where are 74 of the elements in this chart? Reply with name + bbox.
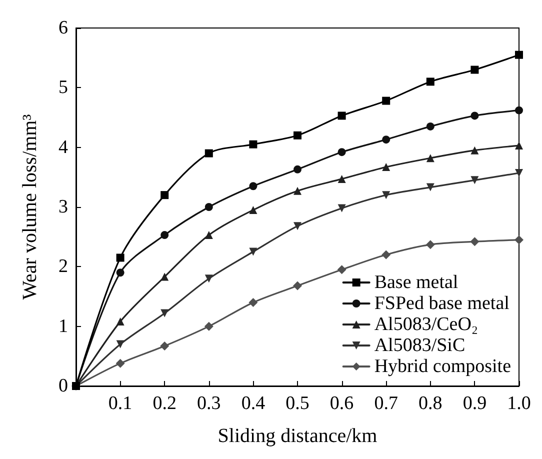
- point: [515, 142, 523, 150]
- point: [160, 272, 169, 281]
- point: [160, 309, 169, 318]
- y-tick-label: 0: [58, 376, 68, 396]
- point: [470, 176, 479, 184]
- point: [204, 322, 214, 331]
- point: [515, 106, 523, 114]
- point: [116, 340, 124, 348]
- point: [116, 358, 125, 368]
- legend-label: Al5083/CeO₂: [374, 314, 478, 335]
- x-axis-title: Sliding distance/km: [218, 425, 378, 447]
- x-tick-label: 0.1: [108, 393, 132, 414]
- y-tick-label: 6: [58, 18, 68, 38]
- point: [294, 131, 302, 140]
- point: [337, 265, 346, 274]
- x-tick-label: 1.0: [507, 393, 531, 414]
- y-tick-label: 4: [58, 136, 68, 158]
- legend-label: Base metal: [374, 272, 458, 293]
- point: [204, 149, 213, 158]
- point: [470, 237, 480, 246]
- point: [382, 136, 390, 144]
- y-tick-label: 2: [58, 256, 68, 278]
- y-axis-title: Wear volume loss/mm³: [19, 114, 41, 300]
- point: [338, 204, 346, 212]
- point: [426, 154, 434, 162]
- y-tick-label: 1: [58, 316, 68, 337]
- point: [249, 206, 258, 214]
- x-tick-label: 0.2: [152, 393, 176, 414]
- point: [116, 268, 124, 277]
- point: [426, 240, 435, 250]
- point: [294, 165, 302, 174]
- x-tick-label: 0.6: [330, 393, 354, 414]
- x-tick-label: 0.7: [374, 393, 398, 414]
- point: [204, 203, 213, 211]
- point: [515, 168, 523, 177]
- point: [470, 112, 479, 120]
- x-tick-label: 0.8: [418, 393, 442, 414]
- legend-label: Al5083/SiC: [374, 335, 466, 356]
- point: [204, 231, 213, 240]
- point: [470, 146, 479, 154]
- point: [249, 182, 258, 190]
- x-tick-label: 0.9: [462, 393, 487, 414]
- point: [426, 183, 434, 192]
- point: [514, 235, 524, 244]
- point: [249, 248, 258, 256]
- y-tick-label: 3: [58, 196, 68, 218]
- point: [116, 254, 124, 262]
- x-tick-label: 0.4: [241, 393, 266, 414]
- point: [382, 96, 390, 105]
- point: [248, 298, 258, 307]
- point: [338, 112, 346, 120]
- point: [382, 163, 390, 172]
- x-tick-label: 0.3: [197, 393, 221, 414]
- point: [160, 231, 169, 240]
- point: [382, 191, 390, 200]
- legend-label: FSPed base metal: [374, 293, 510, 314]
- point: [338, 174, 346, 183]
- point: [204, 274, 213, 283]
- point: [294, 186, 302, 195]
- point: [470, 66, 479, 74]
- legend-label: Hybrid composite: [374, 356, 512, 377]
- point: [426, 122, 434, 130]
- x-tick-label: 0.5: [286, 393, 310, 414]
- point: [293, 281, 302, 290]
- point: [160, 191, 169, 200]
- point: [426, 78, 434, 86]
- point: [160, 342, 170, 351]
- point: [382, 250, 391, 260]
- point: [294, 222, 302, 230]
- point: [515, 50, 523, 59]
- y-tick-label: 5: [58, 77, 68, 98]
- point: [116, 318, 124, 326]
- point: [249, 140, 258, 148]
- point: [338, 148, 346, 156]
